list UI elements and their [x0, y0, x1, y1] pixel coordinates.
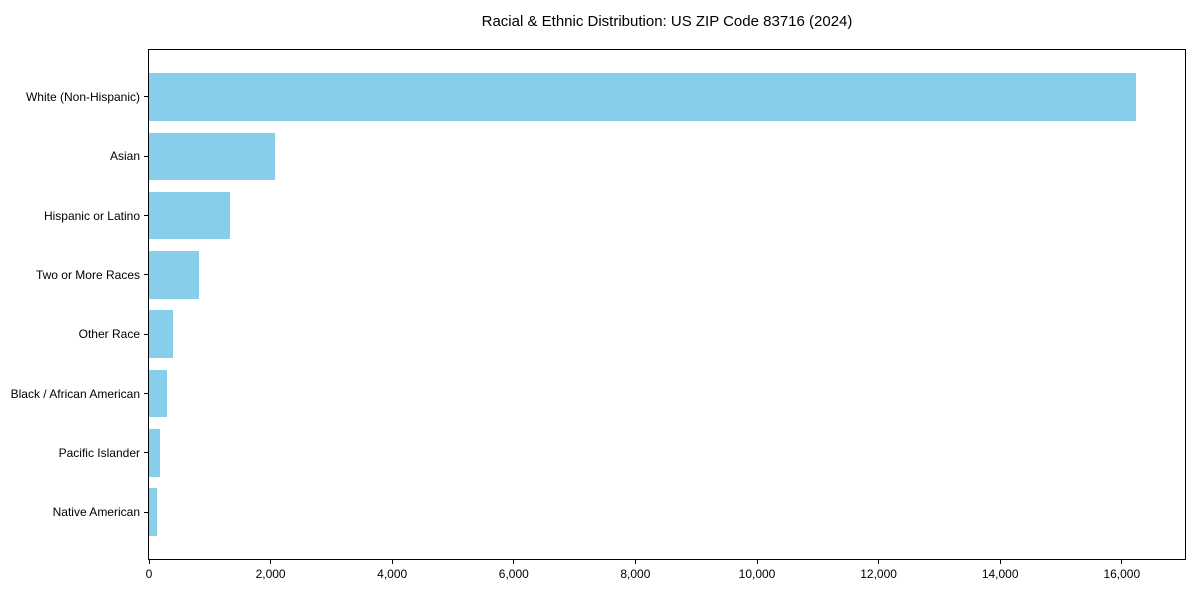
y-tick-mark: [144, 96, 148, 98]
y-tick-label: Other Race: [78, 327, 140, 342]
y-tick-mark: [144, 155, 148, 157]
x-tick-mark: [756, 560, 758, 564]
plot-area: [148, 49, 1186, 560]
x-tick-label: 6,000: [498, 567, 529, 581]
y-tick-mark: [144, 511, 148, 513]
bar: [149, 73, 1136, 121]
y-tick-label: Native American: [52, 505, 140, 520]
bar: [149, 488, 157, 536]
x-tick-label: 10,000: [738, 567, 776, 581]
y-tick-mark: [144, 333, 148, 335]
x-tick-mark: [999, 560, 1001, 564]
y-tick-label: Hispanic or Latino: [43, 208, 140, 223]
bar: [149, 310, 173, 358]
y-tick-mark: [144, 274, 148, 276]
y-tick-label: Two or More Races: [35, 267, 140, 282]
x-tick-label: 8,000: [620, 567, 651, 581]
bar: [149, 369, 167, 418]
y-tick-mark: [144, 393, 148, 394]
x-tick-mark: [513, 560, 515, 564]
bar: [149, 191, 230, 240]
x-tick-label: 0: [145, 567, 153, 581]
x-tick-mark: [1121, 560, 1123, 564]
bar: [149, 251, 199, 299]
x-tick-mark: [270, 560, 272, 564]
x-tick-mark: [634, 560, 636, 564]
x-tick-label: 4,000: [377, 567, 408, 581]
x-tick-label: 14,000: [981, 567, 1019, 581]
x-tick-label: 2,000: [255, 567, 286, 581]
y-tick-label: White (Non-Hispanic): [25, 89, 140, 104]
y-tick-label: Black / African American: [10, 386, 140, 401]
x-tick-label: 12,000: [860, 567, 897, 581]
x-tick-mark: [878, 560, 880, 564]
chart-title: Racial & Ethnic Distribution: US ZIP Cod…: [481, 13, 853, 30]
x-tick-mark: [148, 560, 150, 564]
x-tick-mark: [391, 560, 393, 564]
y-tick-mark: [144, 452, 148, 454]
y-tick-label: Pacific Islander: [58, 445, 140, 460]
y-tick-label: Asian: [109, 149, 140, 164]
x-tick-label: 16,000: [1103, 567, 1141, 581]
bar: [149, 429, 160, 477]
bar: [149, 132, 275, 180]
y-tick-mark: [144, 215, 148, 216]
